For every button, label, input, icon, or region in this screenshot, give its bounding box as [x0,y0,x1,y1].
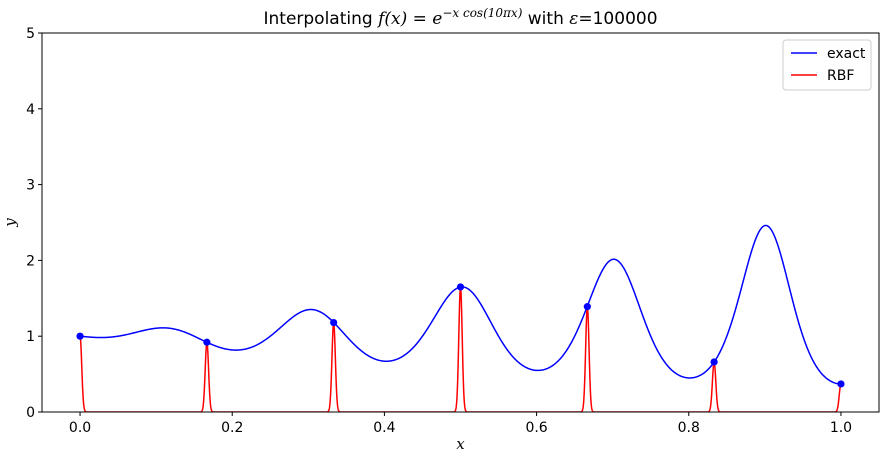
y-tick-label: 2 [26,253,35,269]
series-line-exact [79,224,841,385]
plot-area: 0.0 0.2 0.4 0.6 0.8 1.0 0 1 2 3 4 5 [26,26,880,436]
y-tick-label: 3 [26,178,35,194]
y-axis-label: y [1,218,19,228]
curves [79,224,842,412]
x-axis-label: x [456,435,465,453]
chart-title: Interpolating f(x) = e−x cos(10πx) with … [263,6,657,29]
series-line-rbf [79,284,842,412]
title-epsilon-value: =100000 [578,9,657,29]
plot-frame [41,32,880,413]
x-axis-ticks: 0.0 0.2 0.4 0.6 0.8 1.0 [69,412,852,436]
y-axis-ticks: 0 1 2 3 4 5 [26,26,42,421]
x-tick-label: 0.2 [221,420,243,436]
node-markers [76,283,845,388]
legend-label-rbf: RBF [827,68,854,84]
x-tick-label: 1.0 [830,420,852,436]
title-function: f(x) = e [376,9,442,29]
y-tick-label: 0 [26,405,35,421]
node-marker [330,318,338,327]
title-epsilon: ε [569,9,578,29]
node-marker [710,358,718,366]
legend: exact RBF [782,39,872,91]
title-prefix: Interpolating [263,9,378,29]
node-marker [837,380,845,388]
x-tick-label: 0.0 [69,420,91,436]
y-tick-label: 5 [26,26,35,42]
x-tick-label: 0.6 [525,420,547,436]
y-tick-label: 1 [26,329,35,345]
x-tick-label: 0.8 [678,420,700,436]
title-exponent: −x cos(10πx) [442,6,522,20]
node-marker [583,303,591,311]
node-marker [76,332,84,340]
title-middle: with [522,9,569,29]
y-tick-label: 4 [26,102,35,118]
legend-label-exact: exact [827,46,866,62]
node-marker [456,283,465,291]
x-tick-label: 0.4 [373,420,395,436]
node-marker [203,338,211,346]
